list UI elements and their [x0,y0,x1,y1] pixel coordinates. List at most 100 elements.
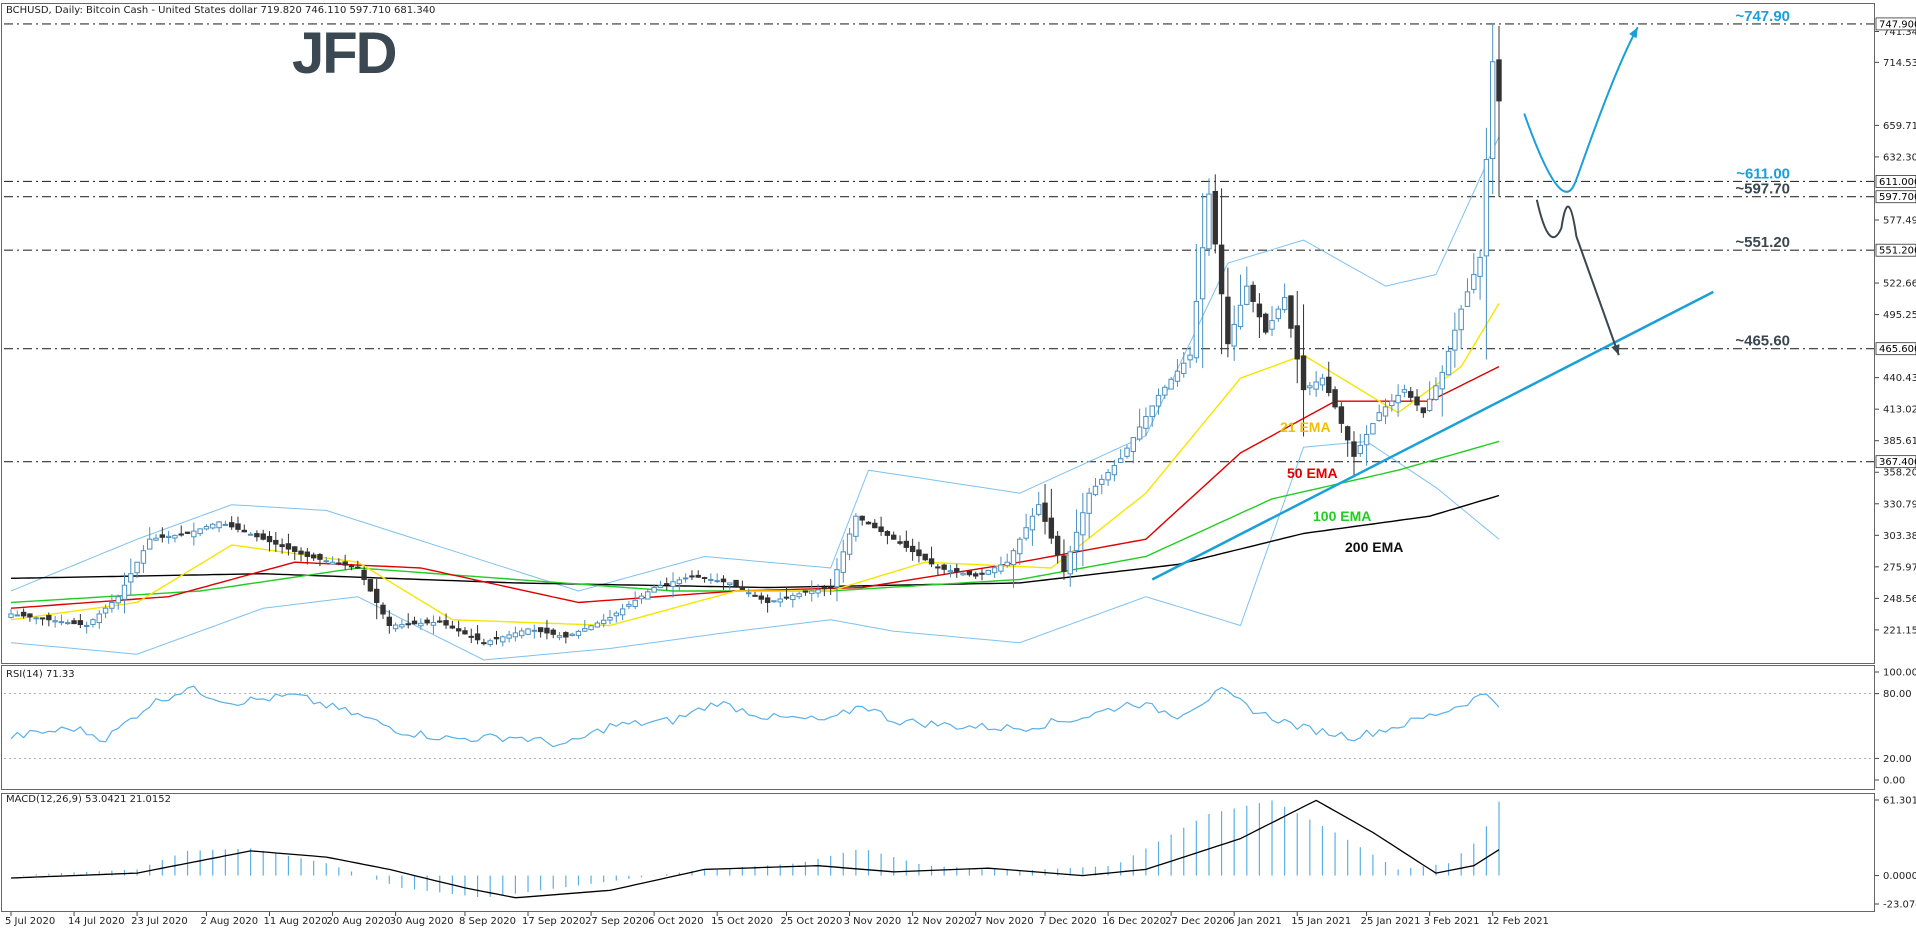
candle-body [519,630,525,637]
candle-body [682,577,689,580]
candle-body [147,538,153,550]
candle-body [720,578,727,583]
candle-body [1004,561,1010,567]
symbol-header: BCHUSD, Daily: Bitcoin Cash - United Sta… [6,5,435,16]
candle-body [657,585,664,589]
candle-body [159,534,166,538]
candle-body [1452,329,1458,351]
candle-body [216,521,222,529]
candle-body [972,573,979,577]
candle-body [462,630,468,635]
candle-body [1124,447,1130,457]
candle-body [273,539,279,545]
candle-body [468,635,474,638]
macd-tick-label: -23.0740 [1883,900,1916,911]
candle-body [1042,502,1048,522]
bullish-scenario-arrow-head [1629,27,1638,39]
candle-body [1281,297,1288,311]
candle-body [1162,386,1168,396]
candle-body [884,531,891,536]
candle-body [77,620,84,626]
candle-body [228,522,235,528]
axes: 741.340 714.530 659.710 632.300 577.490 522.6… [1,3,1916,927]
candle-body [928,558,935,565]
candle-body [443,620,449,626]
ema-lines [10,303,1500,627]
candle-body [411,620,418,625]
level-axis-box [1875,342,1916,356]
price-tick-label: 440.430 [1883,373,1916,384]
date-label: 12 Nov 2020 [907,916,971,927]
candle-body [52,620,58,623]
price-tick-label: 413.020 [1883,405,1916,416]
candle-body [1136,426,1143,440]
date-label: 3 Feb 2021 [1424,916,1480,927]
candle-body [1105,471,1111,481]
candle-body [373,588,380,603]
level-label: ~747.90 [1735,8,1790,25]
candle-body [506,634,512,639]
candle-body [954,568,960,573]
candle-body [386,616,393,626]
candle-body [878,526,884,533]
candle-body [600,619,607,625]
candle-body [1426,398,1433,411]
candle-body [638,595,645,600]
candle-body [1073,531,1080,551]
candle-body [550,629,556,635]
candle-body [1376,412,1382,422]
price-tick-label: 577.490 [1883,215,1916,226]
macd-signal-line [10,799,1500,899]
date-label: 7 Dec 2020 [1039,916,1097,927]
candle-body [619,608,626,616]
date-label: 2 Aug 2020 [200,916,258,927]
candle-body [1036,504,1042,515]
level-axis-box [1875,190,1916,204]
candle-body [1483,159,1490,257]
candles [8,23,1502,647]
candle-body [153,537,159,541]
candle-body [1408,391,1414,398]
date-label: 3 Nov 2020 [844,916,902,927]
rsi-panel: 100.00 80.00 20.00 0.00 [4,668,1916,787]
level-axis-label: 551.200 [1879,246,1916,257]
candle-body [172,534,178,539]
candle-body [1256,303,1263,318]
candle-body [664,583,670,586]
price-tick-label: 330.790 [1883,499,1916,510]
bullish-scenario-arrow [1523,26,1639,193]
candle-body [809,590,815,594]
ema-200-line [10,494,1500,589]
candle-body [569,633,575,637]
level-axis-label: 611.000 [1879,177,1916,188]
candle-body [979,572,985,575]
candle-body [1193,300,1200,359]
candle-body [1319,377,1326,386]
candle-body [701,577,708,580]
level-axis-box [1875,455,1916,469]
macd-tick-label: 61.3012 [1883,796,1916,807]
candle-body [1010,550,1017,566]
price-tick-label: 522.660 [1883,279,1916,290]
candle-body [903,540,910,548]
candle-body [27,613,33,618]
candle-body [689,575,695,578]
candle-body [487,640,493,646]
candle-body [430,621,437,626]
level-label: ~597.70 [1735,181,1790,198]
candle-body [355,566,361,569]
candle-body [203,526,210,530]
candle-body [1471,274,1477,290]
rsi-line [10,685,1500,748]
rsi-panel-frame [1,665,1875,790]
candle-body [1458,308,1464,331]
candle-body [260,533,266,540]
candle-body [512,632,519,638]
candle-body [1218,244,1225,295]
candle-body [840,551,846,573]
candle-body [279,544,285,548]
candle-body [1199,247,1206,300]
candle-body [191,530,197,538]
candle-body [1496,59,1502,102]
